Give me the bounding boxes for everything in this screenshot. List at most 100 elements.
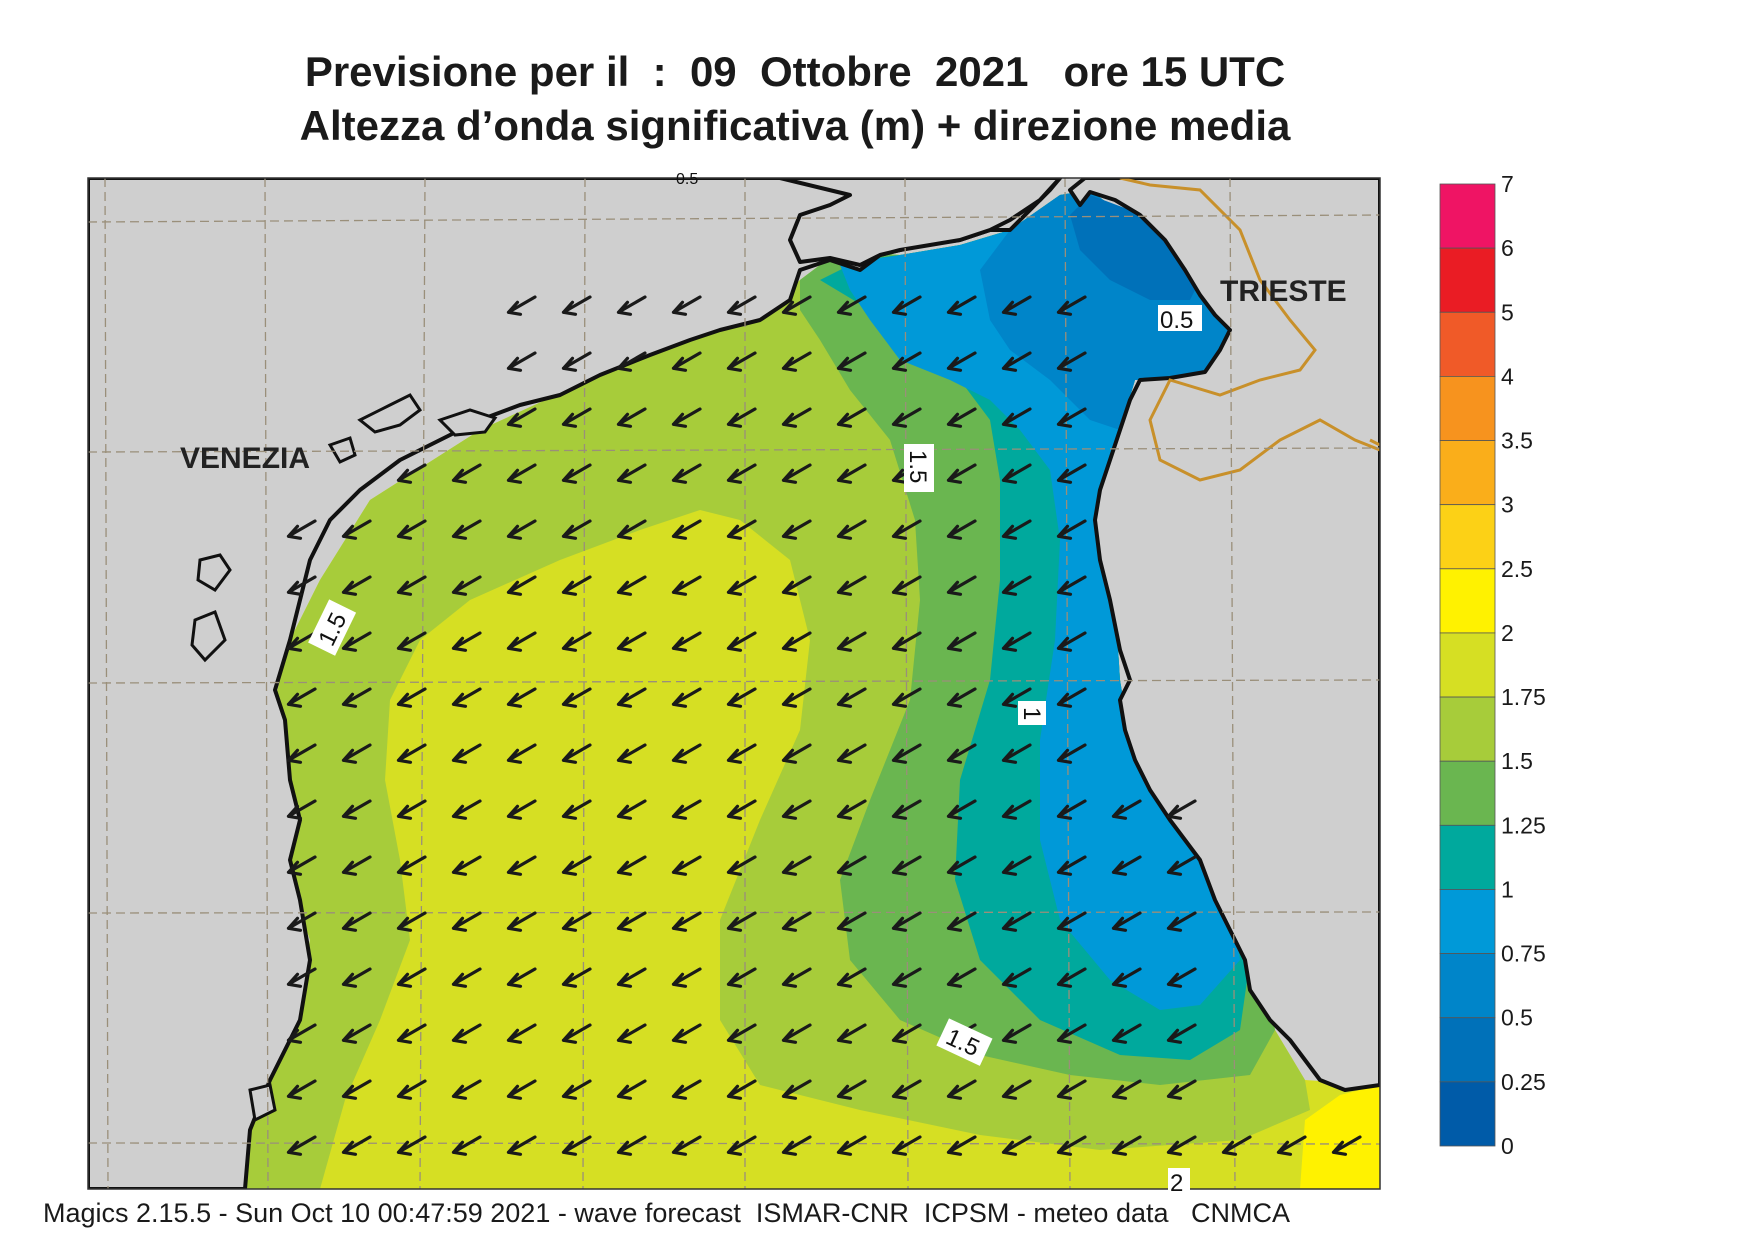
direction-arrow	[561, 575, 592, 596]
direction-arrow	[671, 1079, 702, 1100]
direction-arrow	[836, 575, 867, 596]
direction-arrow	[1056, 967, 1087, 988]
friuli-land	[778, 178, 1062, 267]
direction-arrow	[781, 519, 812, 540]
direction-arrow	[781, 855, 812, 876]
direction-arrow	[781, 799, 812, 820]
direction-arrow	[396, 911, 427, 932]
direction-arrow	[1056, 799, 1087, 820]
legend-swatch	[1439, 568, 1496, 634]
direction-arrow	[616, 967, 647, 988]
direction-arrow	[396, 631, 427, 652]
direction-arrow	[671, 687, 702, 708]
legend-swatch	[1439, 311, 1496, 377]
direction-arrow	[1276, 1135, 1307, 1156]
direction-arrow	[396, 855, 427, 876]
direction-arrow	[891, 575, 922, 596]
direction-arrow	[561, 519, 592, 540]
border-line-2	[1369, 438, 1380, 447]
direction-arrow	[671, 743, 702, 764]
legend-swatch	[1439, 375, 1496, 441]
legend-label: 3.5	[1501, 428, 1533, 454]
sea-band-0.5-0.75	[980, 190, 1230, 430]
legend-swatch	[1439, 696, 1496, 762]
direction-arrow	[561, 855, 592, 876]
direction-arrow	[561, 967, 592, 988]
direction-arrow	[726, 463, 757, 484]
direction-arrow	[341, 1023, 372, 1044]
direction-arrow	[781, 967, 812, 988]
direction-arrow	[891, 295, 922, 316]
direction-arrow	[671, 967, 702, 988]
direction-arrow	[836, 407, 867, 428]
direction-arrow	[286, 687, 317, 708]
istria-land	[1068, 178, 1380, 1092]
direction-arrow	[946, 631, 977, 652]
direction-arrow	[836, 967, 867, 988]
legend-label: 2.5	[1501, 556, 1533, 582]
contour-label-text: 1.5	[904, 450, 931, 483]
direction-arrow	[451, 967, 482, 988]
legend-swatch	[1439, 504, 1496, 570]
legend-label: 1.25	[1501, 812, 1546, 838]
direction-arrow	[616, 631, 647, 652]
direction-arrow	[396, 743, 427, 764]
direction-arrow	[561, 1135, 592, 1156]
direction-arrow	[781, 407, 812, 428]
direction-arrow	[396, 463, 427, 484]
direction-arrow	[1056, 351, 1087, 372]
direction-arrow	[1001, 631, 1032, 652]
direction-arrow	[396, 1023, 427, 1044]
direction-arrow	[286, 1135, 317, 1156]
direction-arrow	[891, 911, 922, 932]
direction-arrow	[616, 575, 647, 596]
direction-arrow	[946, 911, 977, 932]
direction-arrow	[451, 631, 482, 652]
legend-swatch	[1439, 440, 1496, 506]
direction-arrow	[506, 519, 537, 540]
direction-arrow	[451, 1079, 482, 1100]
direction-arrow	[1001, 1135, 1032, 1156]
direction-arrow	[286, 799, 317, 820]
direction-arrow	[671, 519, 702, 540]
direction-arrow	[1056, 1079, 1087, 1100]
direction-arrow	[341, 1079, 372, 1100]
direction-arrow	[1056, 855, 1087, 876]
direction-arrow	[341, 743, 372, 764]
direction-arrow	[781, 911, 812, 932]
direction-arrow	[781, 631, 812, 652]
direction-arrow	[506, 1135, 537, 1156]
direction-arrow	[286, 1079, 317, 1100]
direction-arrow	[946, 799, 977, 820]
direction-arrow	[506, 295, 537, 316]
direction-arrow	[1111, 855, 1142, 876]
direction-arrow	[396, 519, 427, 540]
direction-arrow	[671, 1023, 702, 1044]
direction-arrow	[451, 743, 482, 764]
direction-arrow	[506, 967, 537, 988]
direction-arrow	[396, 799, 427, 820]
direction-arrow	[891, 631, 922, 652]
direction-arrow	[891, 407, 922, 428]
direction-arrow	[1001, 351, 1032, 372]
direction-arrow	[396, 575, 427, 596]
contour-label-top-partial: 0.5	[676, 171, 698, 188]
direction-arrow	[946, 351, 977, 372]
direction-arrow	[946, 575, 977, 596]
direction-arrow	[1111, 1079, 1142, 1100]
direction-arrow	[1001, 295, 1032, 316]
direction-arrow	[726, 1079, 757, 1100]
legend-swatch	[1439, 760, 1496, 826]
map-body	[88, 178, 1380, 1189]
direction-arrow	[341, 1135, 372, 1156]
direction-arrow	[726, 295, 757, 316]
direction-arrow	[1001, 1023, 1032, 1044]
legend-label: 7	[1501, 171, 1514, 197]
direction-arrow	[891, 967, 922, 988]
legend-swatch	[1439, 183, 1496, 249]
direction-arrow	[946, 407, 977, 428]
direction-arrow	[1001, 463, 1032, 484]
direction-arrow	[616, 911, 647, 932]
direction-arrow	[836, 743, 867, 764]
direction-arrow	[396, 687, 427, 708]
